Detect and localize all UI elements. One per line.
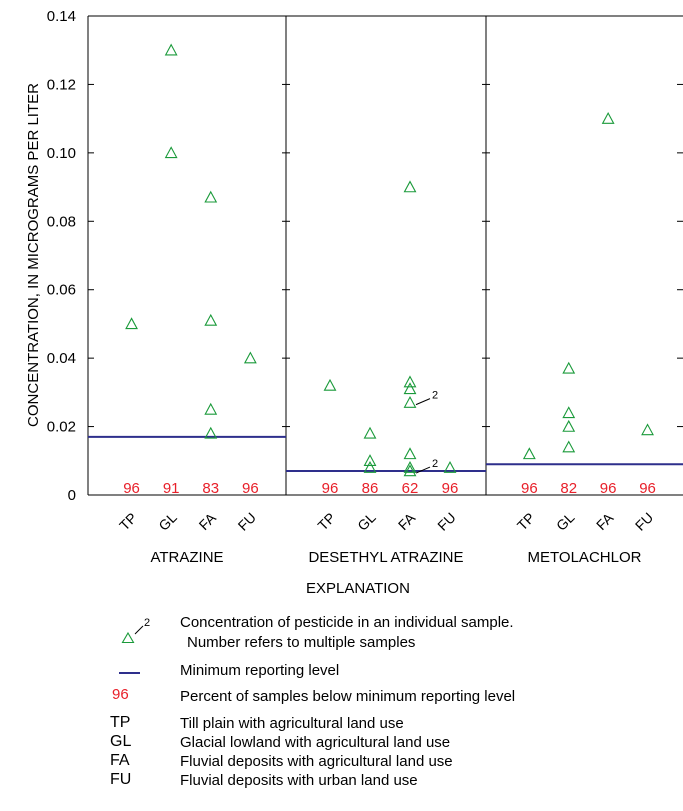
data-point [204, 313, 218, 326]
legend-abbr-text: Fluvial deposits with urban land use [180, 772, 418, 789]
panel-title: ATRAZINE [150, 549, 223, 566]
triangle-icon: 2 [121, 617, 150, 644]
panel-title: DESETHYL ATRAZINE [308, 549, 463, 566]
legend-abbr-text: Fluvial deposits with agricultural land … [180, 753, 453, 770]
data-point [601, 111, 615, 124]
category-label: GL [553, 509, 578, 534]
panel-title: METOLACHLOR [528, 549, 642, 566]
category-label: FA [196, 509, 220, 533]
percent-label: 91 [163, 480, 180, 497]
category-label: FA [395, 509, 419, 533]
y-tick-label: 0.10 [47, 145, 76, 162]
plot-frame [87, 15, 683, 496]
percent-label: 96 [442, 480, 459, 497]
category-label: FU [632, 509, 657, 534]
legend-percent-symbol: 96 [112, 686, 129, 703]
y-tick-label: 0.08 [47, 213, 76, 230]
data-point [562, 361, 576, 374]
data-point [125, 317, 138, 330]
y-tick-label: 0.12 [47, 76, 76, 93]
panel-atrazine: 96 91 83 96 TP GL FA FU ATRAZINE [88, 43, 286, 566]
panel-metolachlor: 96 82 96 96 TP GL FA FU METOLACHLOR [486, 111, 683, 566]
legend-sample-count: 2 [144, 617, 150, 629]
legend-abbr-text: Glacial lowland with agricultural land u… [180, 734, 451, 751]
y-axis: 0 0.02 0.04 0.06 0.08 0.10 0.12 0.14 [47, 8, 683, 504]
panel-desethyl-atrazine: 2 2 96 86 62 96 TP GL FA FU DESETHYL ATRAZINE [286, 180, 486, 566]
data-point [323, 378, 337, 391]
percent-label: 96 [521, 480, 538, 497]
data-point [363, 454, 377, 467]
data-point [403, 382, 417, 395]
category-label: GL [155, 509, 180, 534]
data-point [562, 406, 576, 419]
annotation-leader [415, 398, 431, 406]
data-point [403, 447, 417, 460]
legend-abbr-code: FU [110, 771, 132, 788]
percent-label: 83 [202, 480, 219, 497]
data-point [363, 426, 377, 439]
data-point [164, 146, 178, 159]
category-label: FU [434, 509, 459, 534]
category-label: FA [593, 509, 617, 533]
pesticide-chart: 0 0.02 0.04 0.06 0.08 0.10 0.12 0.14 CONCENTRAT… [25, 8, 683, 566]
data-point [243, 351, 257, 364]
y-tick-label: 0.02 [47, 419, 76, 436]
annotation-label: 2 [432, 390, 438, 402]
legend-abbr-code: GL [110, 733, 132, 750]
category-label: GL [354, 509, 379, 534]
data-point [403, 395, 417, 408]
annotation-leader [415, 466, 431, 474]
data-point [522, 447, 536, 460]
annotation-label: 2 [432, 458, 438, 470]
percent-label: 96 [322, 480, 339, 497]
category-label: TP [116, 509, 140, 533]
percent-label: 62 [402, 480, 419, 497]
percent-label: 96 [242, 480, 259, 497]
percent-label: 96 [600, 480, 617, 497]
mrl-line-icon [119, 672, 140, 674]
category-label: FU [235, 509, 260, 534]
data-point [443, 460, 457, 473]
percent-label: 82 [560, 480, 577, 497]
legend-heading: EXPLANATION [306, 580, 410, 597]
legend-abbr-text: Till plain with agricultural land use [180, 715, 404, 732]
legend-abbr-code: FA [110, 752, 130, 769]
y-tick-label: 0 [68, 487, 76, 504]
y-tick-label: 0.04 [47, 350, 76, 367]
data-point [562, 440, 576, 453]
percent-label: 96 [123, 480, 140, 497]
data-point [204, 402, 218, 415]
y-axis-label: CONCENTRATION, IN MICROGRAMS PER LITER [25, 83, 42, 427]
data-point [641, 423, 654, 436]
y-tick-label: 0.06 [47, 282, 76, 299]
legend-mrl-text: Minimum reporting level [180, 662, 340, 679]
category-label: TP [514, 509, 538, 533]
percent-label: 96 [639, 480, 656, 497]
data-point [204, 190, 218, 203]
data-point [204, 426, 218, 439]
data-point [403, 464, 417, 477]
category-label: TP [314, 509, 338, 533]
data-point [164, 43, 178, 56]
percent-label: 86 [362, 480, 379, 497]
y-tick-label: 0.14 [47, 8, 76, 25]
panels: 96 91 83 96 TP GL FA FU ATRAZINE 2 2 96 86 62 96 TP GL FA… [88, 43, 683, 566]
legend-abbr-code: TP [110, 714, 131, 731]
legend-sample-line1: Concentration of pesticide in an individ… [180, 614, 514, 631]
legend-sample-line2: Number refers to multiple samples [187, 634, 416, 651]
data-point [403, 375, 417, 388]
data-point [403, 180, 417, 193]
data-point [403, 460, 417, 473]
data-point [363, 460, 377, 473]
data-point [562, 419, 576, 432]
legend-percent-text: Percent of samples below minimum reporti… [180, 688, 516, 705]
